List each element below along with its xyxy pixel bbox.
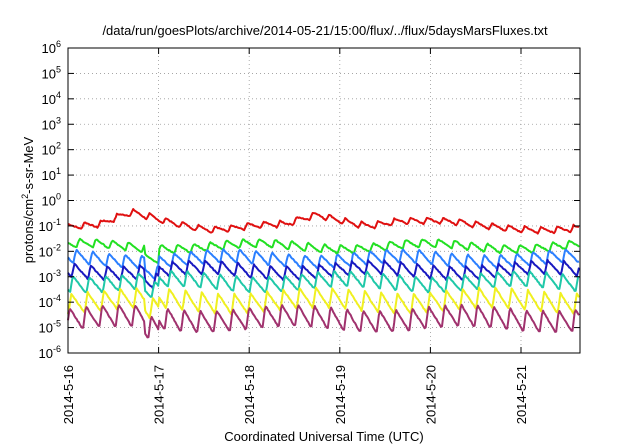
chart-title: /data/run/goesPlots/archive/2014-05-21/1… — [102, 23, 548, 38]
y-tick-label: 10-6 — [39, 344, 61, 361]
x-tick-label: 2014-5-19 — [333, 365, 348, 424]
y-tick-label: 103 — [42, 115, 61, 132]
y-axis-title: protons/cm2-s-sr-MeV — [20, 136, 36, 263]
x-tick-label: 2014-5-20 — [423, 365, 438, 424]
y-tick-label: 10-3 — [39, 268, 61, 285]
y-tick-label: 102 — [42, 141, 61, 158]
series-line-7 — [67, 303, 580, 339]
series-line-6 — [67, 286, 580, 319]
y-tick-label: 10-1 — [39, 217, 61, 234]
y-tick-label: 10-4 — [39, 293, 61, 310]
grid-lines — [68, 48, 580, 353]
x-tick-label: 2014-5-21 — [514, 365, 529, 424]
y-tick-label: 105 — [42, 64, 61, 81]
x-axis-title: Coordinated Universal Time (UTC) — [224, 429, 423, 444]
y-tick-label: 10-5 — [39, 319, 61, 336]
y-tick-label: 106 — [42, 39, 61, 56]
series-line-1 — [67, 208, 580, 235]
y-tick-label: 10-2 — [39, 242, 61, 259]
series-line-5 — [67, 269, 580, 298]
y-tick-label: 101 — [42, 166, 61, 183]
x-tick-label: 2014-5-16 — [61, 365, 76, 424]
x-tick-label: 2014-5-17 — [152, 365, 167, 424]
y-tick-label: 104 — [42, 90, 61, 107]
series-line-2 — [67, 237, 580, 265]
data-series — [67, 208, 580, 339]
y-axis-ticks: 106 105 104 103 102 101 100 10-1 10-2 10-3 10-4 10-… — [39, 39, 580, 361]
x-tick-label: 2014-5-18 — [242, 365, 257, 424]
series-line-3 — [67, 248, 580, 280]
x-axis-ticks: 2014-5-16 2014-5-17 2014-5-18 2014-5-19 2014… — [61, 48, 529, 424]
y-tick-label: 100 — [42, 192, 61, 209]
